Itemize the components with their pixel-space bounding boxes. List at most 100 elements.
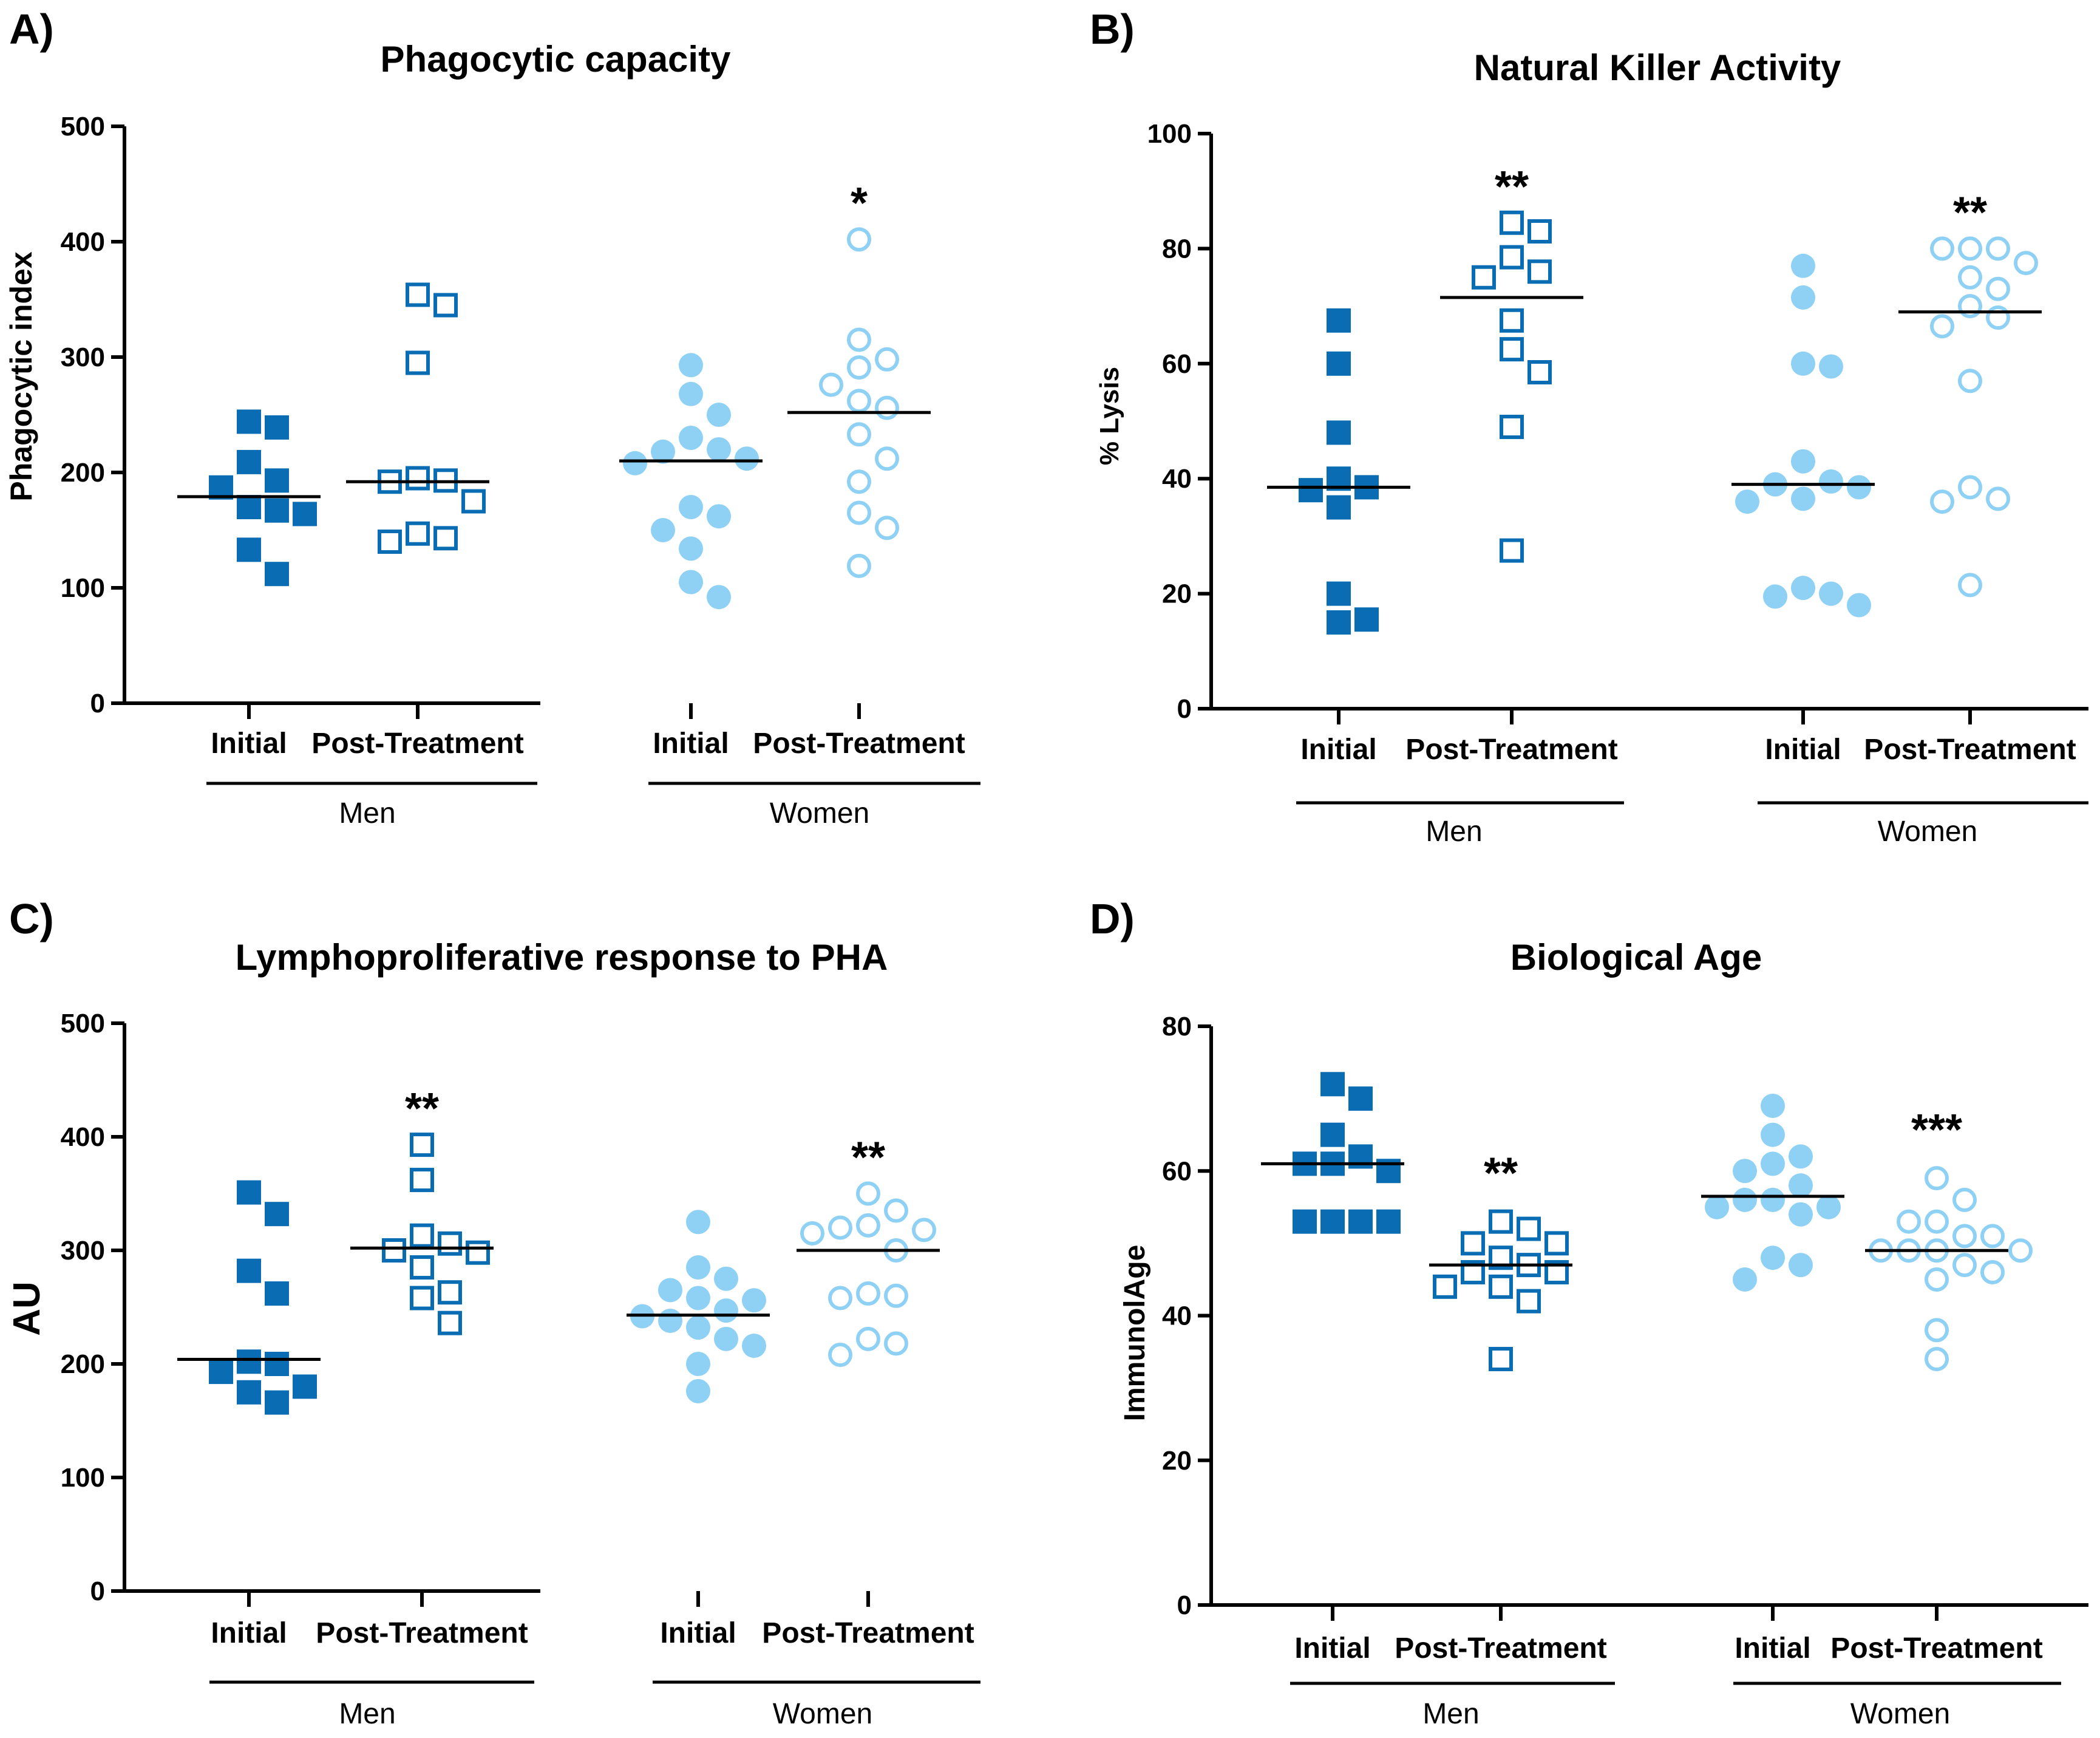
- data-point: [1733, 1159, 1757, 1184]
- data-point: [265, 415, 289, 440]
- data-point: [1517, 1216, 1541, 1241]
- series-men-initial: [1267, 308, 1410, 635]
- data-point: [1930, 489, 1954, 514]
- data-point: [1500, 245, 1524, 270]
- data-point: [1320, 1072, 1345, 1097]
- data-point: [658, 1308, 682, 1333]
- data-point: [1847, 475, 1871, 500]
- data-point: [875, 446, 899, 471]
- y-tick-label: 400: [61, 1122, 105, 1152]
- data-point: [1816, 1194, 1841, 1219]
- panel-label: D): [1090, 895, 1135, 942]
- group-label: Women: [770, 797, 870, 830]
- data-point: [1327, 495, 1351, 520]
- data-point: [1789, 1144, 1813, 1169]
- data-point: [1925, 1166, 1949, 1191]
- data-point: [707, 403, 731, 427]
- data-point: [466, 1240, 490, 1265]
- y-tick-label: 40: [1162, 1301, 1192, 1331]
- y-tick-label: 300: [61, 1236, 105, 1266]
- panel-label: A): [9, 5, 54, 53]
- data-point: [410, 1133, 434, 1157]
- data-point: [707, 585, 731, 610]
- data-point: [1958, 236, 1982, 261]
- data-point: [406, 466, 430, 491]
- series-women-post-treatment: **: [797, 1134, 940, 1368]
- y-tick-label: 500: [61, 1009, 105, 1038]
- series-women-initial: [1701, 1094, 1844, 1292]
- data-point: [1735, 489, 1759, 514]
- data-point: [1472, 265, 1496, 290]
- x-category-label: Initial: [1294, 1632, 1370, 1665]
- data-point: [1986, 276, 2010, 301]
- data-point: [847, 469, 871, 494]
- x-category-label: Initial: [211, 728, 287, 760]
- data-point: [1925, 1209, 1949, 1234]
- data-point: [1897, 1209, 1921, 1234]
- y-tick-label: 0: [90, 1576, 105, 1606]
- data-point: [237, 449, 261, 474]
- y-tick-label: 20: [1162, 579, 1192, 609]
- x-category-label: Post-Treatment: [1864, 734, 2076, 766]
- data-point: [658, 1278, 682, 1303]
- chart-title: Biological Age: [1510, 937, 1762, 978]
- panel-b: B) Natural Killer Activity 0 20 40 60 80 100 % L…: [1090, 5, 2088, 848]
- panel-label: B): [1090, 5, 1135, 53]
- group-label: Men: [1425, 816, 1482, 848]
- group-label: Women: [773, 1698, 873, 1730]
- data-point: [1958, 369, 1982, 394]
- data-point: [1705, 1194, 1729, 1219]
- data-point: [1986, 236, 2010, 261]
- data-point: [819, 372, 843, 397]
- series-men-post-treatment: **: [1440, 163, 1583, 563]
- significance-marker: ***: [1911, 1106, 1962, 1154]
- data-point: [1761, 1151, 1785, 1176]
- y-tick-label: 80: [1162, 234, 1192, 264]
- series-women-initial: [627, 1210, 770, 1403]
- group-label: Men: [339, 797, 395, 830]
- data-point: [1320, 1122, 1345, 1147]
- y-axis-label: Phagocytic index: [4, 251, 38, 501]
- y-tick-label: 0: [1177, 1590, 1192, 1620]
- data-point: [875, 347, 899, 372]
- panel-label: C): [9, 895, 54, 942]
- series-men-post-treatment: **: [350, 1085, 494, 1335]
- data-point: [828, 1215, 852, 1240]
- data-point: [1980, 1224, 2005, 1249]
- data-point: [2014, 251, 2038, 276]
- data-point: [1733, 1267, 1757, 1292]
- data-point: [679, 426, 703, 450]
- data-point: [433, 293, 458, 318]
- significance-marker: **: [851, 1134, 885, 1182]
- group-label: Women: [1850, 1698, 1951, 1730]
- data-point: [1733, 1187, 1757, 1212]
- data-point: [856, 1213, 880, 1238]
- significance-marker: **: [1953, 188, 1987, 237]
- data-point: [1791, 351, 1815, 376]
- data-point: [679, 381, 703, 406]
- data-point: [1489, 1209, 1513, 1234]
- data-point: [679, 536, 703, 561]
- data-point: [1527, 259, 1552, 284]
- data-point: [1789, 1202, 1813, 1227]
- data-point: [237, 495, 261, 519]
- y-tick-label: 60: [1162, 1156, 1192, 1186]
- y-axis-label: % Lysis: [1095, 367, 1124, 465]
- series-men-initial: [177, 409, 321, 587]
- y-tick-label: 500: [61, 112, 105, 141]
- significance-marker: **: [1495, 163, 1529, 211]
- group-label: Men: [1422, 1698, 1479, 1730]
- data-point: [1930, 314, 1954, 339]
- group-label: Women: [1878, 816, 1978, 848]
- data-point: [406, 350, 430, 375]
- y-axis-label: AU: [6, 1281, 48, 1336]
- data-point: [714, 1326, 738, 1351]
- data-point: [1819, 469, 1843, 494]
- data-point: [1958, 475, 1982, 500]
- data-point: [1791, 486, 1815, 511]
- data-point: [651, 518, 675, 542]
- data-point: [707, 437, 731, 462]
- data-point: [847, 327, 871, 352]
- data-point: [742, 1334, 766, 1358]
- data-point: [847, 500, 871, 525]
